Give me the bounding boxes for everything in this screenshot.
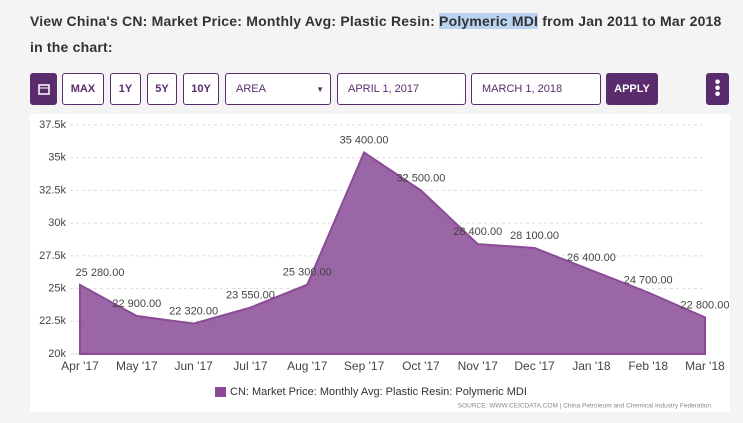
max-button[interactable]: MAX	[62, 73, 104, 105]
x-tick-label: Jul '17	[233, 359, 268, 373]
x-tick-label: Jun '17	[174, 359, 213, 373]
chart-box: 20k 22.5k 25k 27.5k 30k 32.5k 35k 37.5k Apr '17 M…	[30, 114, 730, 412]
y-tick-label: 27.5k	[39, 250, 66, 262]
data-label: 23 550.00	[226, 289, 275, 301]
data-label: 25 280.00	[76, 267, 125, 279]
start-date[interactable]: APRIL 1, 2017	[337, 73, 466, 105]
x-tick-label: Aug '17	[287, 359, 328, 373]
calendar-icon	[37, 84, 50, 95]
x-tick-label: Apr '17	[61, 359, 99, 373]
source: SOURCE: WWW.CEICDATA.COM | China Petrole…	[458, 403, 712, 410]
data-label: 28 400.00	[453, 226, 502, 238]
calendar-button[interactable]	[30, 73, 57, 105]
data-label: 26 400.00	[567, 252, 616, 264]
x-tick-label: Feb '18	[628, 359, 668, 373]
legend-swatch	[215, 387, 226, 397]
heading-text: View China's CN: Market Price: Monthly A…	[30, 13, 440, 29]
x-tick-label: Dec '17	[514, 359, 555, 373]
x-tick-label: Nov '17	[458, 359, 499, 373]
data-label: 24 700.00	[624, 274, 673, 286]
data-label: 22 800.00	[681, 299, 730, 311]
dropdown-arrow: ▼	[316, 84, 324, 94]
heading: View China's CN: Market Price: Monthly A…	[30, 8, 730, 60]
select-value: AREA	[236, 83, 266, 95]
data-label: 25 300.00	[283, 267, 332, 279]
data-label: 22 900.00	[112, 298, 161, 310]
y-tick-label: 37.5k	[39, 119, 66, 131]
data-label: 22 320.00	[169, 306, 218, 318]
menu-button[interactable]: • • •	[706, 73, 729, 105]
data-label: 35 400.00	[340, 134, 389, 146]
chart-type-select[interactable]: AREA ▼	[225, 73, 331, 105]
legend-label: CN: Market Price: Monthly Avg: Plastic R…	[230, 386, 527, 398]
y-tick-label: 22.5k	[39, 315, 66, 327]
data-label: 32 500.00	[396, 172, 445, 184]
apply-button[interactable]: APPLY	[606, 73, 658, 105]
x-tick-label: May '17	[116, 359, 158, 373]
y-tick-label: 35k	[48, 152, 66, 164]
area	[79, 150, 706, 355]
10y-button[interactable]: 10Y	[183, 73, 219, 105]
x-tick-label: Jan '18	[572, 359, 611, 373]
x-tick-label: Mar '18	[685, 359, 725, 373]
chart: 20k 22.5k 25k 27.5k 30k 32.5k 35k 37.5k Apr '17 M…	[39, 119, 730, 410]
heading-highlight: Polymeric MDI	[439, 13, 539, 29]
x-tick-label: Sep '17	[344, 359, 385, 373]
y-tick-label: 30k	[48, 217, 66, 229]
y-tick-label: 25k	[48, 282, 66, 294]
1y-button[interactable]: 1Y	[110, 73, 141, 105]
heading-text: from Jan 2011 to Mar 2018 in the chart:	[30, 13, 722, 55]
data-label: 28 100.00	[510, 230, 559, 242]
y-tick-label: 20k	[48, 348, 66, 360]
y-tick-label: 32.5k	[39, 184, 66, 196]
end-date[interactable]: MARCH 1, 2018	[471, 73, 601, 105]
x-tick-label: Oct '17	[402, 359, 440, 373]
5y-button[interactable]: 5Y	[147, 73, 177, 105]
